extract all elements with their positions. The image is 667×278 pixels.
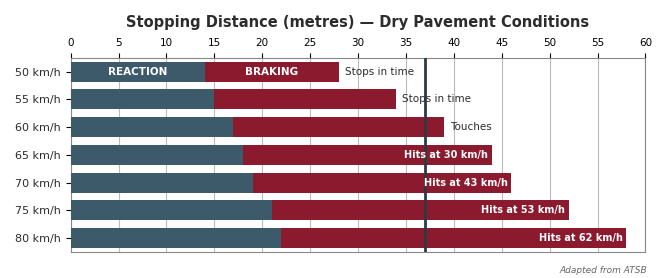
Text: Adapted from ATSB: Adapted from ATSB [560,266,647,275]
Text: Stops in time: Stops in time [402,95,471,105]
Text: Hits at 62 km/h: Hits at 62 km/h [538,233,622,243]
Bar [243,145,492,165]
Bar [71,90,214,110]
Text: Touches: Touches [450,122,492,132]
Bar [253,173,512,193]
Text: BRAKING: BRAKING [245,67,298,77]
Bar [71,173,253,193]
Bar [214,90,396,110]
Text: Hits at 43 km/h: Hits at 43 km/h [424,178,508,188]
Text: Hits at 53 km/h: Hits at 53 km/h [481,205,565,215]
Text: Hits at 30 km/h: Hits at 30 km/h [404,150,488,160]
Text: REACTION: REACTION [108,67,167,77]
Text: Stops in time: Stops in time [345,67,414,77]
Title: Stopping Distance (metres) — Dry Pavement Conditions: Stopping Distance (metres) — Dry Pavemen… [127,15,590,30]
Bar [205,62,339,82]
Bar [71,62,205,82]
Bar [71,145,243,165]
Bar [271,200,569,220]
Bar [71,228,281,248]
Bar [233,117,444,137]
Bar [281,228,626,248]
Bar [71,117,233,137]
Bar [71,200,271,220]
